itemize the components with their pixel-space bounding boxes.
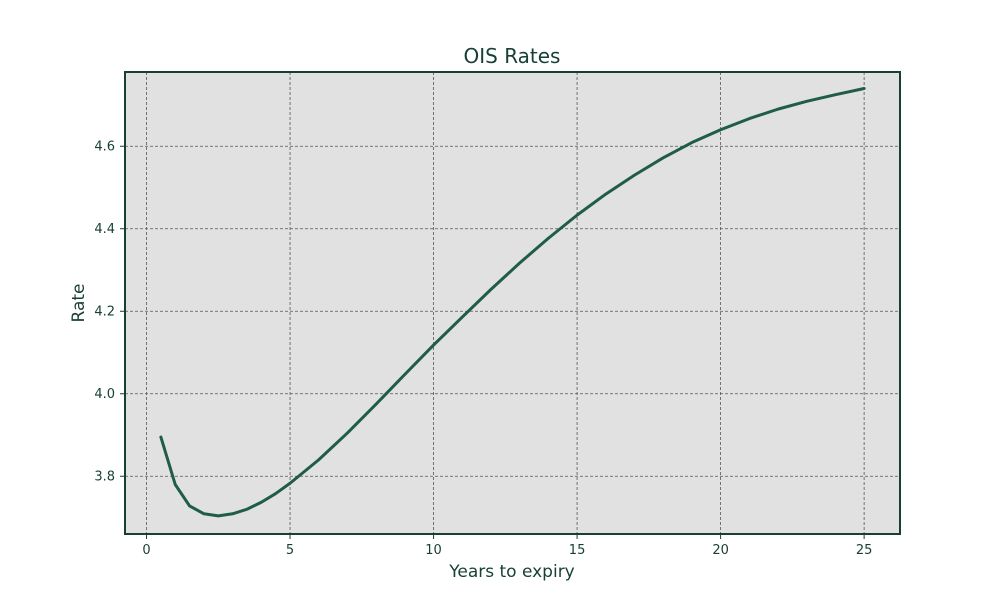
series-point (217, 515, 219, 517)
series-point (633, 174, 636, 176)
series-line (159, 87, 866, 518)
x-tick-label: 0 (142, 543, 150, 558)
series-point (260, 501, 262, 503)
x-tick-label: 10 (425, 543, 442, 558)
series-point (246, 508, 248, 510)
series-point (432, 344, 435, 346)
series-point (748, 118, 750, 120)
plot-frame (124, 71, 901, 535)
series-point (863, 87, 865, 90)
series-point (691, 141, 693, 144)
grid-lines (125, 72, 900, 534)
x-tick-label: 25 (856, 543, 873, 558)
y-tick-label: 4.2 (94, 304, 115, 319)
series-point (375, 403, 377, 405)
x-axis: 0 5 10 15 20 25 (142, 534, 872, 558)
series-point (275, 492, 277, 495)
chart-title: OIS Rates (464, 44, 561, 68)
y-tick-label: 4.6 (94, 139, 115, 154)
y-axis-label: Rate (69, 284, 89, 323)
x-tick-label: 5 (286, 543, 294, 558)
series-point (174, 483, 176, 486)
series-point (318, 459, 320, 461)
series-point (404, 373, 406, 375)
series-point (662, 157, 664, 159)
series-point (519, 262, 521, 264)
series-point (188, 505, 191, 507)
series-point (777, 108, 779, 110)
series-point (346, 432, 349, 434)
x-axis-label: Years to expiry (448, 562, 575, 582)
x-tick-label: 20 (712, 543, 729, 558)
series-point (547, 237, 549, 239)
x-tick-label: 15 (569, 543, 586, 558)
series-point (720, 129, 722, 131)
series-point (834, 94, 837, 96)
y-tick-label: 3.8 (94, 469, 115, 484)
series-point (806, 100, 808, 102)
series-point (461, 316, 463, 318)
series-point (490, 288, 492, 290)
y-tick-label: 4.4 (94, 222, 115, 237)
series-point (605, 193, 607, 195)
y-tick-label: 4.0 (94, 387, 115, 402)
series-layer (159, 87, 866, 518)
series-point (203, 513, 205, 515)
series-point (160, 436, 162, 438)
y-axis: 3.8 4.0 4.2 4.4 4.6 (94, 139, 125, 484)
series-point (289, 482, 291, 484)
plot-area (125, 72, 900, 534)
series-point (576, 214, 578, 216)
series-point (232, 513, 234, 515)
